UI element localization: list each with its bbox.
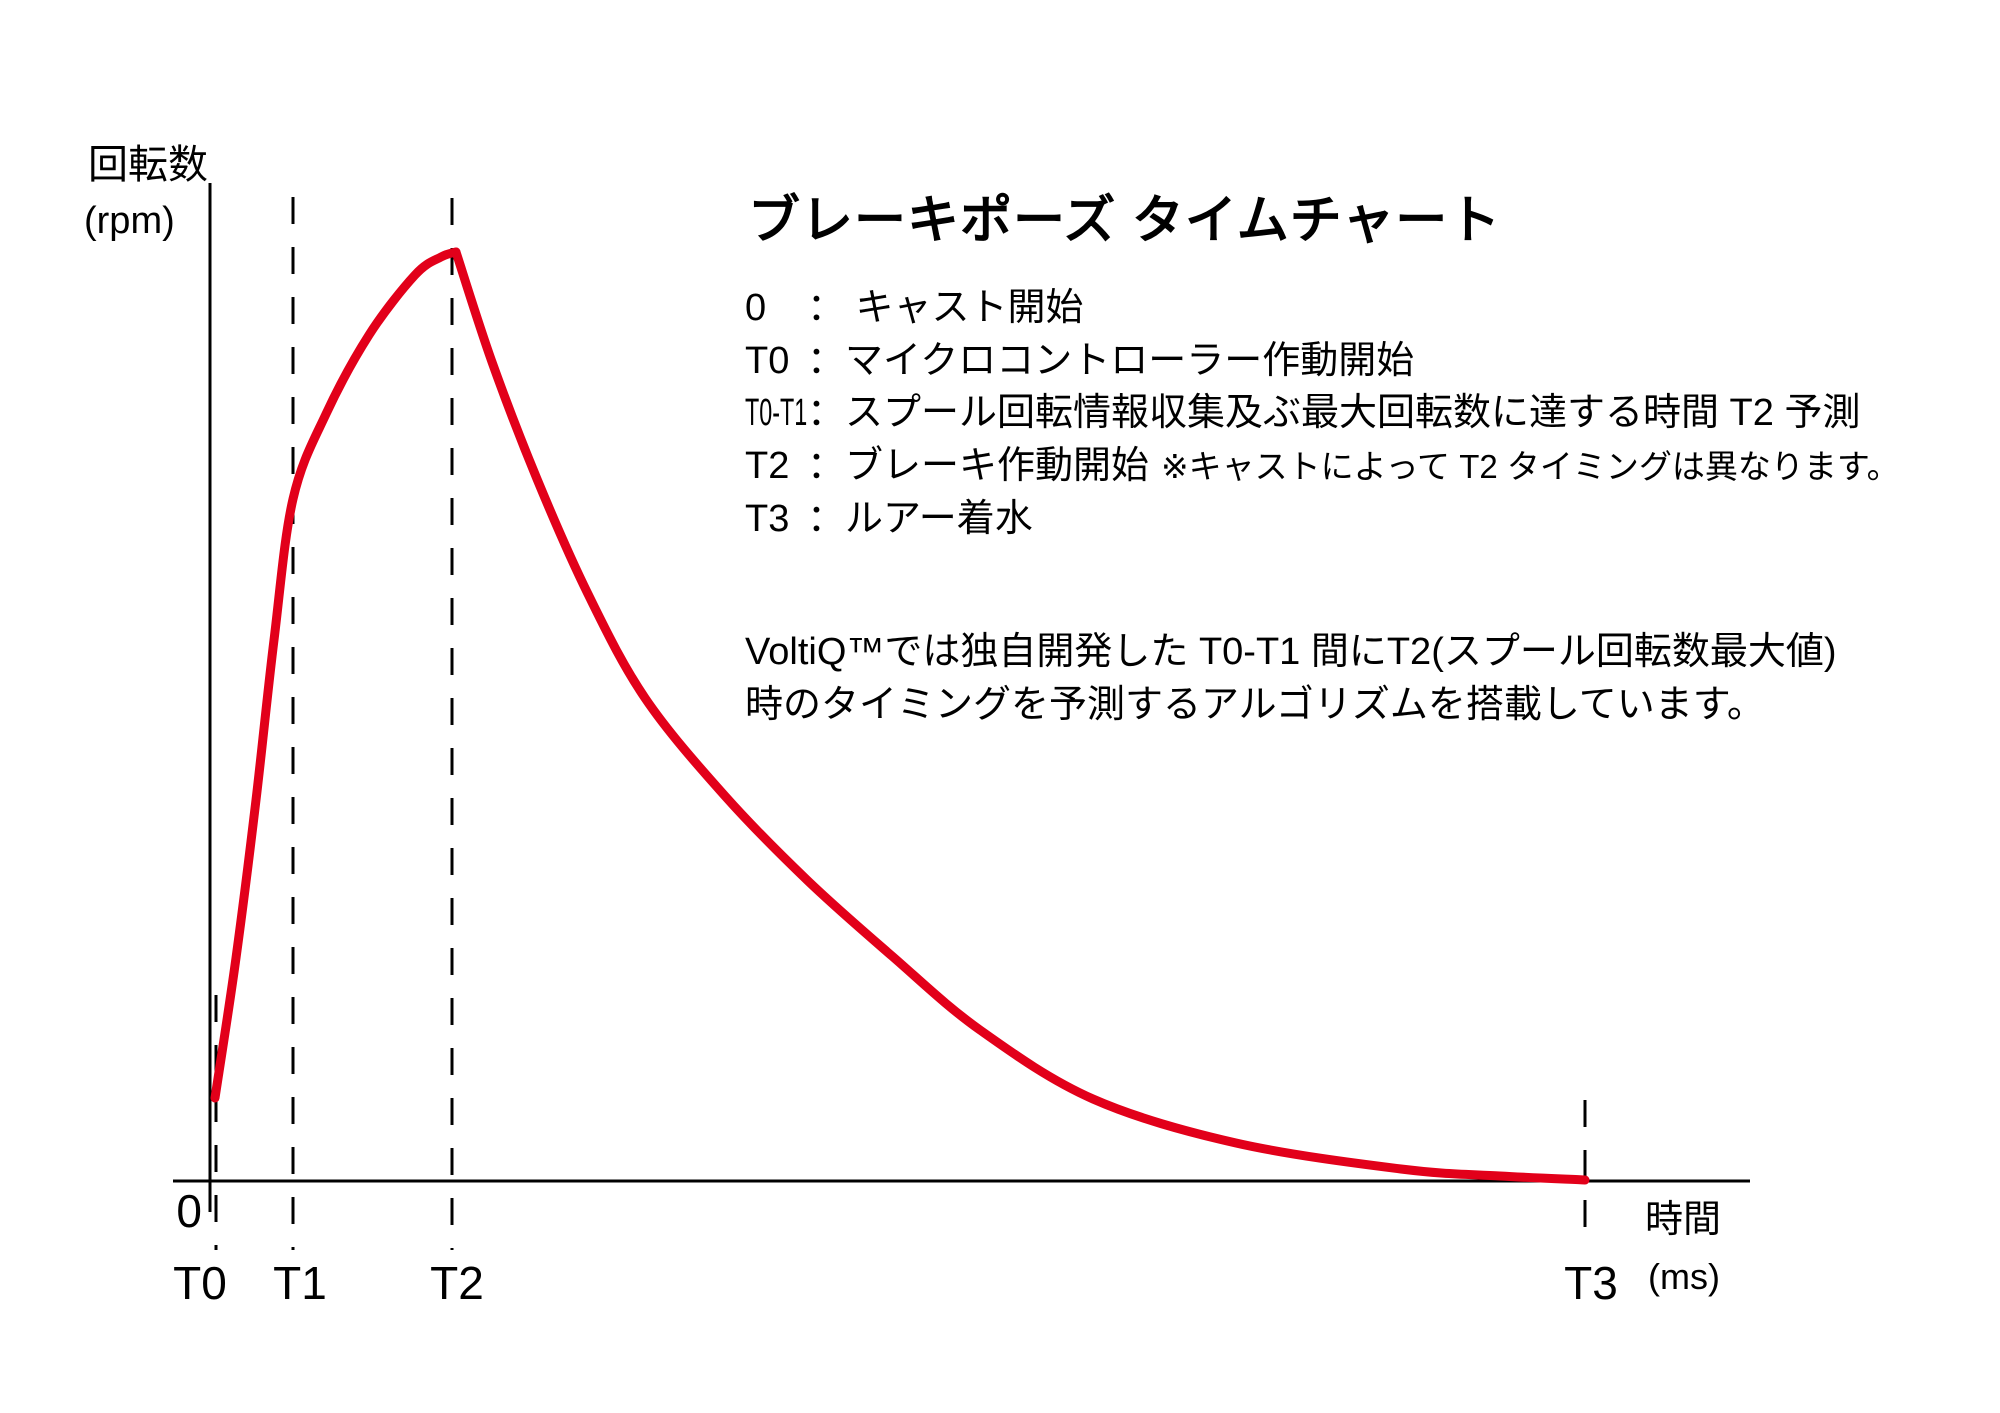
- legend-row-0: 0 ： キャスト開始: [745, 282, 1900, 335]
- legend-row-t3: T3 ：ルアー着水: [745, 493, 1900, 546]
- x-axis-tick-T0: T0: [173, 1257, 227, 1309]
- legend-note-t2: ※キャストによって T2 タイミングは異なります。: [1161, 447, 1900, 485]
- description-line-2: 時のタイミングを予測するアルゴリズムを搭載しています。: [745, 683, 1765, 726]
- legend-term-t3: T3: [745, 498, 790, 540]
- description-paragraph: VoltiQ™では独自開発した T0-T1 間にT2(スプール回転数最大値) 時…: [745, 626, 1837, 731]
- x-axis-tick-T3: T3: [1564, 1257, 1618, 1309]
- x-axis-unit: (ms): [1648, 1256, 1720, 1297]
- legend-row-t2: T2 ：ブレーキ作動開始 ※キャストによって T2 タイミングは異なります。: [745, 440, 1900, 494]
- legend-desc-t2: ：ブレーキ作動開始: [807, 444, 1150, 487]
- x-axis-tick-T2: T2: [430, 1257, 484, 1309]
- legend-term-t2: T2: [745, 444, 790, 487]
- legend-desc-t0-t1: ：スプール回転情報収集及ぶ最大回転数に達する時間 T2 予測: [807, 392, 1861, 434]
- legend-term-t0: T0: [745, 339, 790, 382]
- legend: 0 ： キャスト開始 T0 ：マイクロコントローラー作動開始 T0-T1：スプール回…: [745, 282, 1900, 546]
- legend-term-0: 0: [745, 287, 767, 329]
- legend-row-t0-t1: T0-T1：スプール回転情報収集及ぶ最大回転数に達する時間 T2 予測: [745, 387, 1900, 440]
- legend-term-t0-t1: T0-T1: [745, 392, 808, 434]
- page-title: ブレーキポーズ タイムチャート: [748, 192, 1502, 250]
- origin-zero-label: 0: [176, 1185, 202, 1237]
- y-axis-title: 回転数: [88, 143, 208, 187]
- legend-desc-t3: ：ルアー着水: [807, 498, 1033, 540]
- rpm-curve-rise: [210, 247, 461, 1103]
- description-line-1: VoltiQ™では独自開発した T0-T1 間にT2(スプール回転数最大値): [745, 631, 1837, 673]
- rpm-curve-fall: [451, 247, 1590, 1185]
- x-axis-tick-T1: T1: [273, 1257, 327, 1309]
- y-axis-unit: (rpm): [84, 200, 175, 242]
- legend-row-t0: T0 ：マイクロコントローラー作動開始: [745, 335, 1900, 388]
- x-axis-title: 時間: [1645, 1199, 1722, 1241]
- legend-desc-t0: ：マイクロコントローラー作動開始: [807, 339, 1415, 382]
- legend-desc-0: ： キャスト開始: [807, 287, 1084, 329]
